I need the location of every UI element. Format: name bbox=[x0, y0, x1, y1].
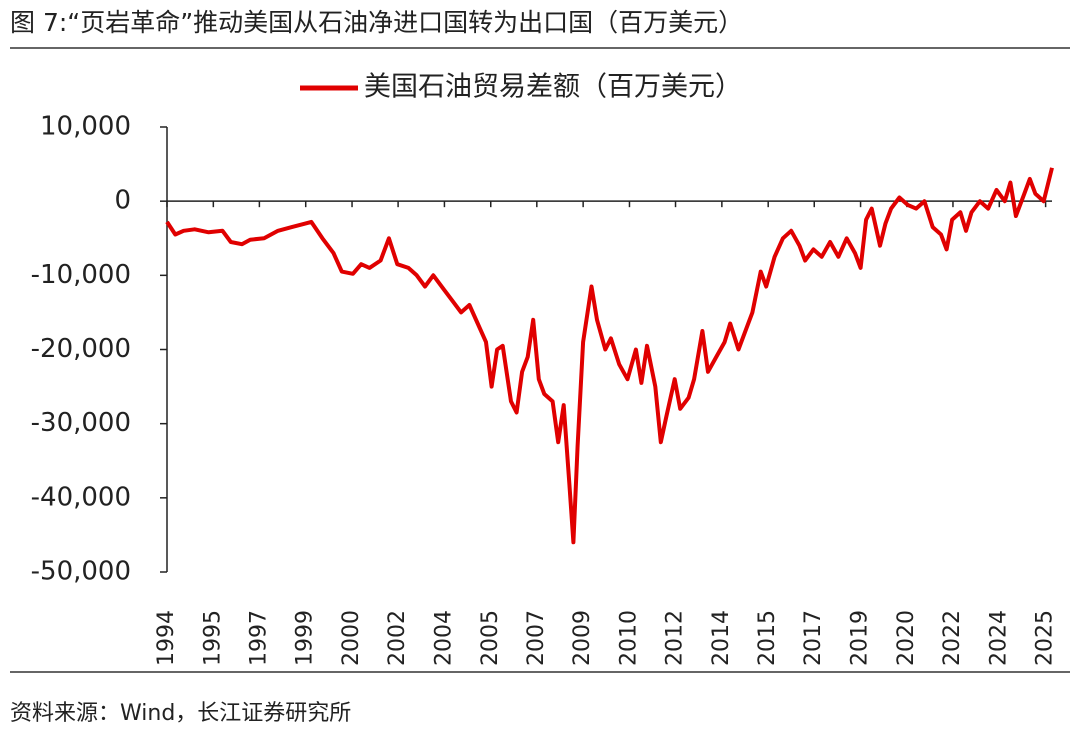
x-tick-label: 2012 bbox=[663, 610, 688, 666]
x-tick-label: 2010 bbox=[616, 610, 641, 666]
x-tick-label: 2002 bbox=[385, 610, 410, 666]
x-tick-label: 2025 bbox=[1033, 610, 1058, 666]
x-tick-label: 1995 bbox=[200, 610, 225, 666]
legend-label: 美国石油贸易差额（百万美元） bbox=[364, 72, 742, 103]
x-tick-label: 2005 bbox=[478, 610, 503, 666]
x-tick-label: 2017 bbox=[801, 610, 826, 666]
x-tick-label: 1999 bbox=[293, 610, 318, 666]
x-tick-label: 2020 bbox=[894, 610, 919, 666]
x-tick-label: 1997 bbox=[246, 610, 271, 666]
x-tick-label: 2004 bbox=[431, 610, 456, 666]
y-tick-label: 0 bbox=[114, 186, 131, 216]
chart-title: 图 7:“页岩革命”推动美国从石油净进口国转为出口国（百万美元） bbox=[10, 8, 743, 37]
y-tick-label: -20,000 bbox=[31, 334, 131, 364]
x-tick-label: 2015 bbox=[755, 610, 780, 666]
x-tick-label: 1994 bbox=[154, 610, 179, 666]
y-tick-label: -40,000 bbox=[31, 482, 131, 512]
x-tick-label: 2019 bbox=[848, 610, 873, 666]
x-tick-label: 2014 bbox=[709, 610, 734, 666]
x-tick-label: 2024 bbox=[986, 610, 1011, 666]
x-tick-label: 2022 bbox=[940, 610, 965, 666]
x-tick-label: 2007 bbox=[524, 610, 549, 666]
source: 资料来源：Wind，长江证券研究所 bbox=[10, 701, 351, 726]
y-tick-label: -50,000 bbox=[31, 557, 131, 587]
y-tick-label: 10,000 bbox=[40, 112, 131, 142]
x-tick-label: 2000 bbox=[339, 610, 364, 666]
x-tick-label: 2009 bbox=[570, 610, 595, 666]
y-tick-label: -10,000 bbox=[31, 260, 131, 290]
data-line bbox=[165, 167, 1054, 545]
y-tick-label: -30,000 bbox=[31, 408, 131, 438]
